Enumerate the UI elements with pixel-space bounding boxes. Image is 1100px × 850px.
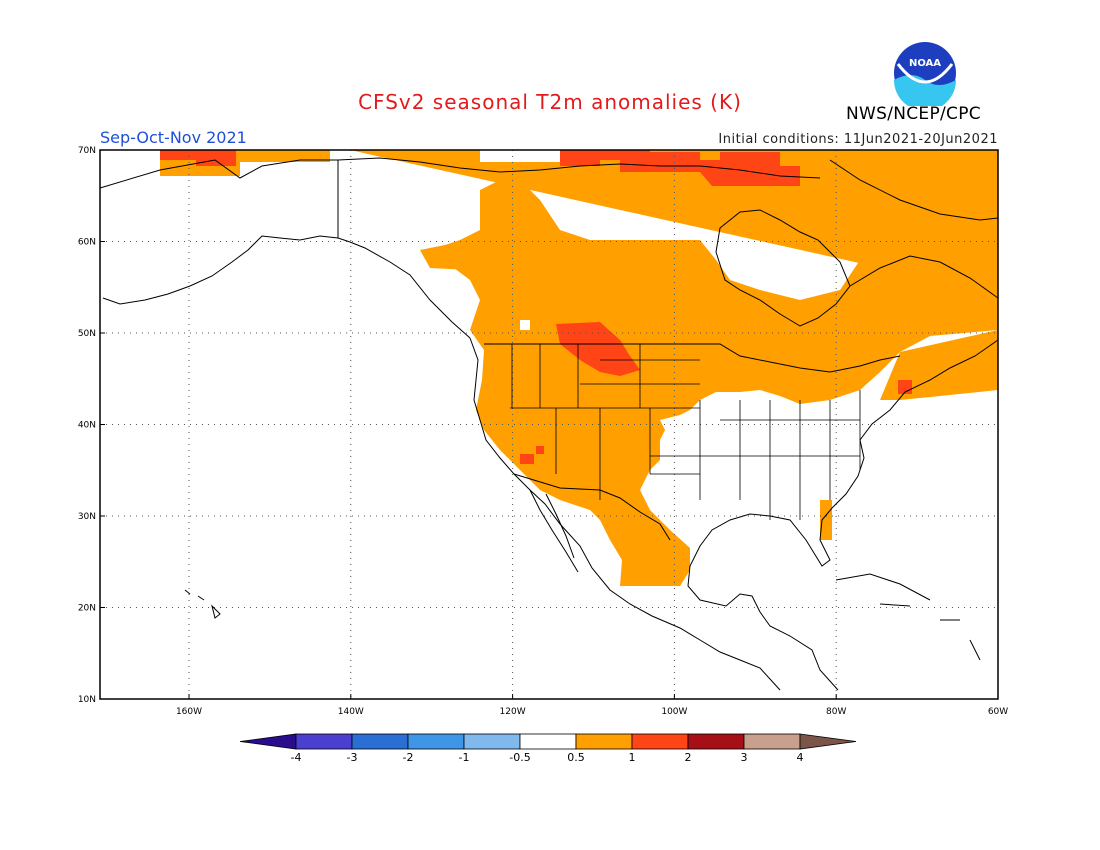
coastlines	[99, 157, 999, 691]
colorbar-box	[519, 733, 577, 750]
colorbar-box	[463, 733, 521, 750]
lat-label: 50N	[78, 329, 96, 339]
anomaly-region-1-2	[620, 152, 800, 186]
near-normal-region	[336, 150, 350, 160]
noaa-logo-icon: NOAA	[894, 42, 956, 106]
colorbar-min-triangle	[239, 733, 297, 750]
us-border	[484, 343, 901, 541]
colorbar-tick-label: -4	[291, 751, 302, 764]
colorbar-tick-label: 3	[741, 751, 748, 764]
map-frame: 160W 140W 120W 100W 80W 60W 70N 60N 50N 40N 30N 20N…	[78, 146, 1008, 717]
colorbar-tick-label: 1	[629, 751, 636, 764]
anomaly-fill-layer	[160, 150, 998, 586]
lat-label: 40N	[78, 421, 96, 431]
lon-label: 160W	[176, 707, 202, 717]
colorbar-box	[575, 733, 633, 750]
colorbar-tick-label: 4	[797, 751, 804, 764]
near-normal-region	[520, 320, 530, 330]
lon-label: 60W	[988, 707, 1008, 717]
colorbar-tick-label: 0.5	[567, 751, 585, 764]
season-label: Sep-Oct-Nov 2021	[100, 128, 247, 147]
near-normal-region	[660, 400, 760, 440]
colorbar-max-triangle	[799, 733, 857, 750]
map-title: CFSv2 seasonal T2m anomalies (K)	[358, 90, 742, 114]
colorbar-box	[295, 733, 353, 750]
anomaly-region-1-2	[536, 446, 544, 454]
state-lines	[510, 344, 861, 520]
svg-text:NOAA: NOAA	[909, 58, 941, 69]
colorbar-box	[743, 733, 801, 750]
agency-label: NWS/NCEP/CPC	[846, 104, 981, 124]
lon-label: 80W	[826, 707, 846, 717]
anomaly-region-0.5-1	[820, 500, 832, 540]
anomaly-region-0.5-1	[420, 240, 470, 270]
colorbar-box	[687, 733, 745, 750]
colorbar-tick-label: -0.5	[509, 751, 530, 764]
anomaly-region-1-2	[520, 454, 534, 464]
colorbar-box	[351, 733, 409, 750]
colorbar-tick-label: -2	[403, 751, 414, 764]
lon-label: 120W	[500, 707, 526, 717]
anomaly-region-1-2	[556, 322, 640, 376]
initial-conditions-label: Initial conditions: 11Jun2021-20Jun2021	[718, 132, 998, 147]
anomaly-region-0.5-1	[350, 150, 998, 586]
colorbar-box	[631, 733, 689, 750]
lon-label: 100W	[661, 707, 687, 717]
lat-label: 60N	[78, 238, 96, 248]
lat-label: 20N	[78, 604, 96, 614]
lat-label: 70N	[78, 146, 96, 156]
colorbar-tick-label: -3	[347, 751, 358, 764]
lon-label: 140W	[338, 707, 364, 717]
colorbar-tick-label: -1	[459, 751, 470, 764]
lat-label: 30N	[78, 512, 96, 522]
colorbar-tick-label: 2	[685, 751, 692, 764]
lat-label: 10N	[78, 695, 96, 705]
colorbar-box	[407, 733, 465, 750]
